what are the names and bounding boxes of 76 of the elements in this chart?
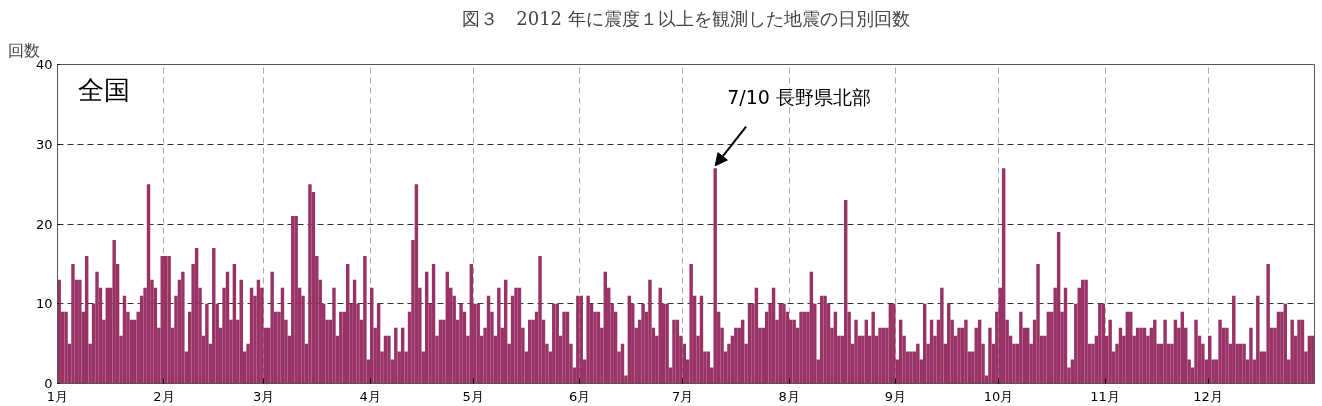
- bar: [394, 327, 398, 384]
- bar: [648, 279, 652, 384]
- y-tick-label: 0: [44, 376, 53, 391]
- annotation: 7/10 長野県北部: [727, 86, 871, 109]
- y-tick-label: 40: [35, 57, 53, 72]
- x-tick-label: 11月: [1090, 388, 1120, 404]
- bar: [672, 319, 676, 384]
- bar: [205, 303, 209, 384]
- bar: [332, 287, 336, 384]
- bar: [562, 311, 566, 384]
- x-tick-label: 7月: [671, 388, 694, 404]
- bar: [1194, 319, 1198, 384]
- bar: [1084, 279, 1088, 384]
- bar: [1256, 295, 1260, 384]
- bar: [497, 287, 501, 384]
- x-tick-label: 4月: [359, 388, 381, 404]
- bar: [782, 303, 786, 384]
- x-tick-label: 2月: [153, 388, 175, 404]
- bar: [181, 271, 185, 384]
- bar: [1249, 327, 1253, 384]
- bar: [1139, 327, 1143, 384]
- bar: [1163, 319, 1167, 384]
- bar: [1266, 263, 1270, 384]
- x-tick-label: 5月: [462, 388, 484, 404]
- bar: [988, 327, 992, 384]
- bar: [1019, 311, 1023, 384]
- y-tick-label: 20: [35, 216, 53, 232]
- bar: [641, 303, 645, 384]
- bar: [964, 319, 968, 384]
- bar: [1225, 327, 1229, 384]
- bar: [112, 239, 116, 384]
- bar: [1036, 263, 1040, 384]
- bar: [64, 311, 68, 384]
- bar: [78, 279, 82, 384]
- bar: [538, 255, 542, 384]
- x-tick-label: 3月: [252, 388, 275, 404]
- bar: [459, 303, 463, 384]
- x-tick-label: 8月: [778, 388, 800, 404]
- x-tick-label: 12月: [1193, 388, 1223, 404]
- x-tick-label: 1月: [46, 388, 69, 404]
- bar: [799, 311, 803, 384]
- bar: [823, 295, 827, 384]
- chart-title: 図３ 2012 年に震度１以上を観測した地震の日別回数: [462, 7, 910, 29]
- bar: [308, 184, 312, 384]
- bar: [586, 295, 590, 384]
- bar: [1242, 343, 1246, 384]
- bar: [95, 271, 99, 384]
- bar: [1218, 319, 1222, 384]
- x-tick-label: 10月: [983, 388, 1014, 404]
- annotation: 全国: [77, 74, 130, 105]
- bar: [1108, 319, 1112, 384]
- bar: [916, 343, 920, 384]
- bar: [71, 263, 75, 384]
- y-tick-label: 30: [35, 136, 53, 152]
- bar: [878, 327, 882, 384]
- bar: [940, 287, 944, 384]
- bar: [689, 263, 693, 384]
- bar: [871, 311, 875, 384]
- bar: [387, 335, 391, 384]
- bar: [363, 255, 367, 384]
- bar: [957, 327, 961, 384]
- x-tick-label: 9月: [884, 388, 907, 404]
- bar: [1297, 319, 1301, 384]
- bar: [909, 351, 913, 384]
- y-tick-label: 10: [35, 296, 53, 312]
- bar: [665, 303, 669, 384]
- bar: [514, 287, 518, 384]
- y-axis-title: 回数: [7, 40, 40, 60]
- bar: [1153, 319, 1157, 384]
- x-tick-label: 6月: [568, 388, 591, 404]
- bar: [167, 255, 171, 384]
- bar: [1290, 319, 1294, 384]
- bar: [1232, 295, 1236, 384]
- bar: [854, 319, 858, 384]
- bar: [270, 271, 274, 384]
- bar: [892, 303, 896, 384]
